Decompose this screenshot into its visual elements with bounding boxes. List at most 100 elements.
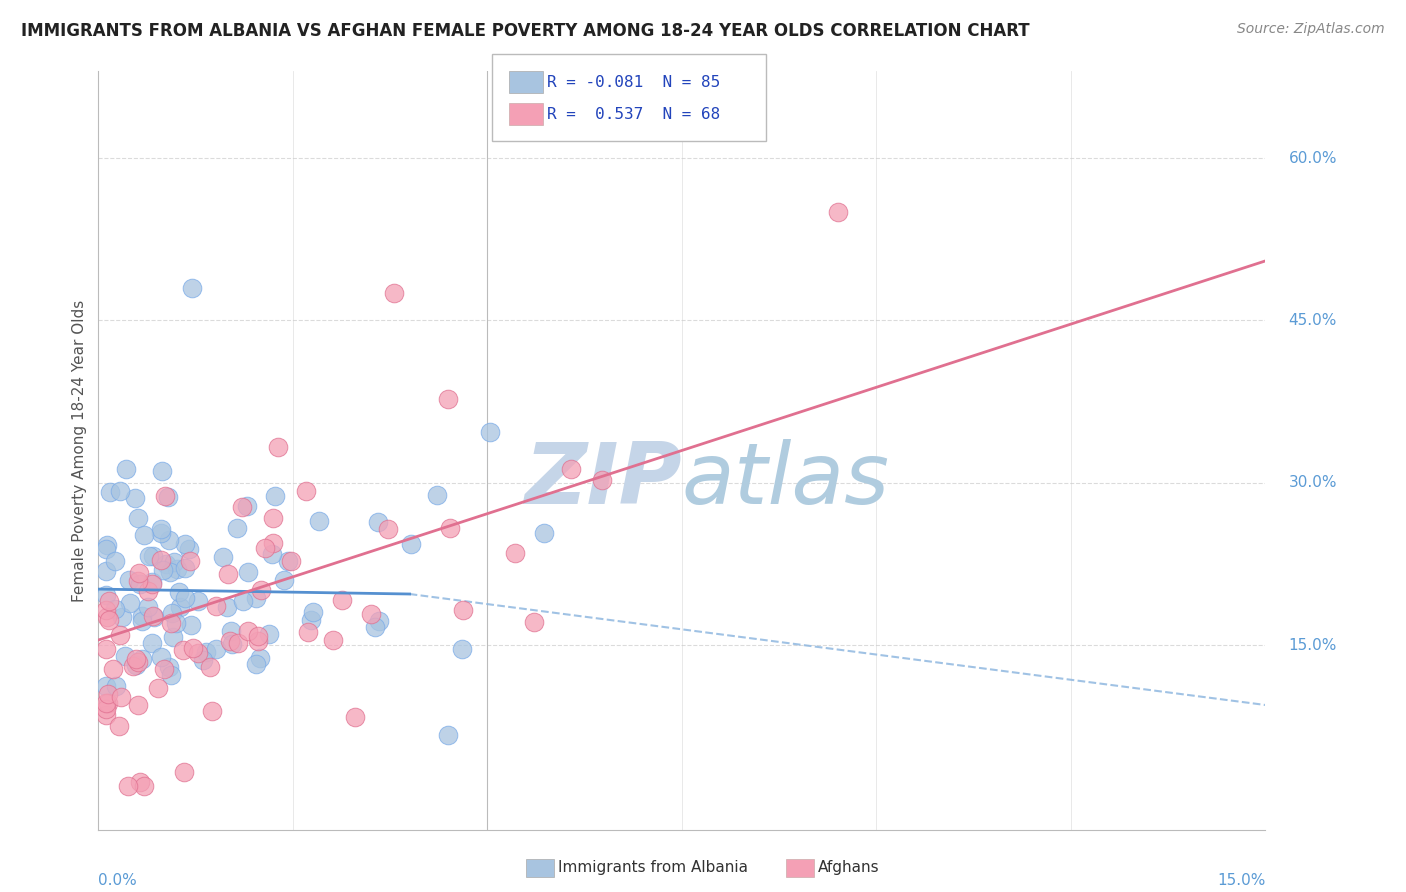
- Point: [246, 634, 269, 648]
- Point: [96, 588, 118, 602]
- Point: [157, 660, 180, 674]
- Point: [245, 591, 267, 605]
- Point: [179, 554, 201, 568]
- Point: [152, 464, 174, 478]
- Point: [193, 653, 215, 667]
- Point: [152, 563, 174, 577]
- Point: [121, 659, 143, 673]
- Point: [129, 576, 152, 591]
- Point: [98, 613, 121, 627]
- Point: [162, 630, 184, 644]
- Point: [273, 573, 295, 587]
- Point: [264, 490, 287, 504]
- Point: [302, 606, 325, 620]
- Point: [219, 634, 242, 648]
- Point: [114, 648, 136, 663]
- Point: [128, 566, 150, 580]
- Point: [262, 548, 284, 562]
- Point: [827, 205, 849, 219]
- Point: [108, 484, 131, 499]
- Point: [219, 624, 242, 638]
- Point: [180, 281, 202, 295]
- Point: [127, 510, 149, 524]
- Point: [96, 610, 118, 624]
- Point: [172, 642, 194, 657]
- Point: [149, 553, 172, 567]
- Point: [226, 520, 249, 534]
- Point: [127, 655, 149, 669]
- Text: IMMIGRANTS FROM ALBANIA VS AFGHAN FEMALE POVERTY AMONG 18-24 YEAR OLDS CORRELATI: IMMIGRANTS FROM ALBANIA VS AFGHAN FEMALE…: [21, 22, 1029, 40]
- Point: [187, 594, 209, 608]
- Point: [238, 565, 260, 579]
- Point: [235, 499, 257, 513]
- Point: [367, 515, 389, 529]
- Point: [205, 642, 228, 657]
- Point: [141, 577, 163, 591]
- Point: [131, 614, 153, 628]
- Point: [165, 615, 187, 630]
- Point: [96, 603, 118, 617]
- Point: [136, 599, 159, 614]
- Point: [249, 650, 271, 665]
- Point: [360, 607, 382, 621]
- Point: [173, 591, 195, 605]
- Point: [131, 652, 153, 666]
- Point: [308, 515, 330, 529]
- Point: [221, 637, 243, 651]
- Point: [96, 539, 118, 553]
- Point: [104, 679, 127, 693]
- Point: [157, 533, 180, 547]
- Point: [111, 610, 134, 624]
- Point: [174, 537, 197, 551]
- Point: [249, 582, 271, 597]
- Point: [236, 624, 259, 639]
- Point: [101, 662, 124, 676]
- Point: [98, 594, 121, 608]
- Point: [533, 526, 555, 541]
- Point: [364, 620, 387, 634]
- Point: [96, 564, 118, 578]
- Text: R = -0.081  N = 85: R = -0.081 N = 85: [547, 75, 720, 89]
- Point: [299, 613, 322, 627]
- Text: 15.0%: 15.0%: [1289, 638, 1337, 653]
- Point: [169, 585, 191, 599]
- Text: 15.0%: 15.0%: [1218, 873, 1265, 888]
- Text: Afghans: Afghans: [818, 861, 880, 875]
- Point: [149, 649, 172, 664]
- Point: [125, 651, 148, 665]
- Point: [110, 627, 132, 641]
- Point: [132, 779, 155, 793]
- Point: [142, 609, 165, 624]
- Point: [297, 624, 319, 639]
- Point: [194, 645, 217, 659]
- Point: [205, 599, 228, 613]
- Text: 0.0%: 0.0%: [98, 873, 138, 888]
- Point: [141, 636, 163, 650]
- Point: [97, 687, 120, 701]
- Text: 45.0%: 45.0%: [1289, 313, 1337, 328]
- Point: [156, 490, 179, 504]
- Point: [174, 560, 197, 574]
- Point: [163, 555, 186, 569]
- Point: [104, 602, 127, 616]
- Point: [187, 646, 209, 660]
- Point: [118, 573, 141, 587]
- Point: [96, 707, 118, 722]
- Point: [198, 659, 221, 673]
- Point: [149, 526, 172, 541]
- Point: [138, 549, 160, 563]
- Point: [505, 546, 527, 560]
- Point: [148, 681, 170, 696]
- Point: [253, 541, 276, 556]
- Point: [160, 668, 183, 682]
- Point: [160, 606, 183, 620]
- Point: [159, 565, 181, 579]
- Point: [201, 704, 224, 718]
- Point: [181, 640, 204, 655]
- Point: [96, 679, 118, 693]
- Point: [591, 473, 613, 487]
- Point: [127, 574, 149, 588]
- Point: [437, 728, 460, 742]
- Point: [169, 600, 191, 615]
- Point: [152, 662, 174, 676]
